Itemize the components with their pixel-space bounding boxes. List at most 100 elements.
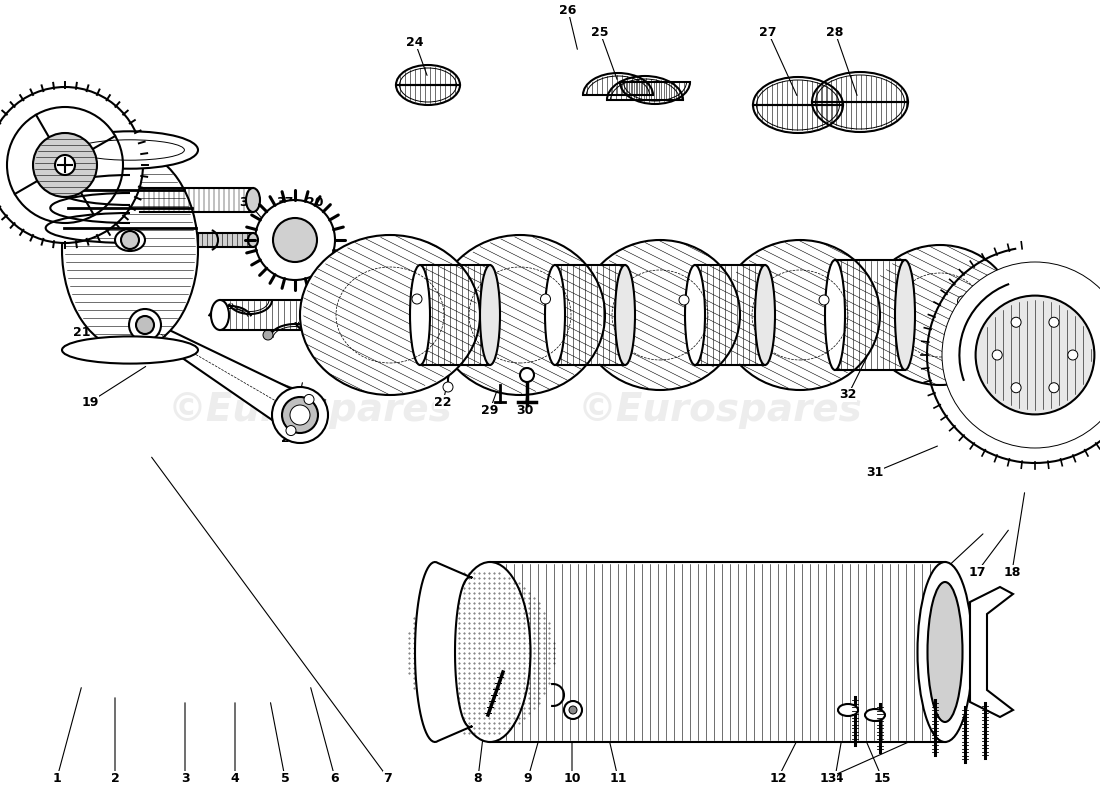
Ellipse shape (116, 229, 145, 251)
Text: 15: 15 (873, 771, 891, 785)
Text: 10: 10 (563, 771, 581, 785)
Circle shape (33, 133, 97, 197)
Circle shape (1049, 318, 1059, 327)
Circle shape (957, 296, 968, 306)
Ellipse shape (755, 265, 775, 365)
Bar (695, 265, 764, 365)
Text: 12: 12 (769, 771, 786, 785)
Ellipse shape (248, 233, 258, 247)
Text: 21: 21 (74, 326, 90, 338)
Ellipse shape (544, 265, 565, 365)
Text: 26: 26 (559, 3, 576, 17)
Text: ©Eurospares: ©Eurospares (167, 391, 452, 429)
Circle shape (443, 382, 453, 392)
Ellipse shape (434, 235, 605, 395)
Text: 27: 27 (759, 26, 777, 38)
Ellipse shape (685, 265, 705, 365)
Text: 33: 33 (20, 195, 36, 209)
Text: 34: 34 (64, 195, 80, 209)
Text: 13: 13 (820, 771, 837, 785)
Text: 19: 19 (81, 395, 99, 409)
Text: 23: 23 (282, 431, 299, 445)
Circle shape (976, 295, 1094, 414)
Ellipse shape (865, 245, 1015, 385)
Ellipse shape (346, 300, 364, 330)
Text: 31: 31 (867, 466, 883, 478)
Text: 30: 30 (516, 403, 534, 417)
Text: 17: 17 (968, 566, 986, 578)
Bar (556, 265, 625, 365)
Text: 5: 5 (280, 771, 289, 785)
Text: 36: 36 (240, 195, 256, 209)
Text: 24: 24 (406, 35, 424, 49)
Circle shape (679, 295, 689, 305)
Circle shape (255, 200, 336, 280)
Circle shape (412, 294, 422, 304)
Circle shape (286, 426, 296, 435)
Circle shape (0, 87, 143, 243)
Text: 29: 29 (482, 403, 498, 417)
Polygon shape (142, 320, 310, 432)
Ellipse shape (246, 188, 260, 212)
Text: 20: 20 (306, 195, 323, 209)
Ellipse shape (720, 240, 880, 390)
Text: 28: 28 (826, 26, 844, 38)
Text: 16: 16 (933, 566, 950, 578)
Circle shape (942, 262, 1100, 448)
Ellipse shape (480, 265, 501, 365)
Bar (420, 265, 490, 365)
Text: 1: 1 (53, 771, 62, 785)
Text: 22: 22 (434, 395, 452, 409)
Ellipse shape (62, 131, 198, 169)
Text: ©Eurospares: ©Eurospares (578, 391, 862, 429)
Circle shape (272, 387, 328, 443)
Ellipse shape (927, 582, 962, 722)
Circle shape (129, 309, 161, 341)
Ellipse shape (838, 704, 858, 716)
Text: 4: 4 (231, 771, 240, 785)
Ellipse shape (62, 150, 198, 350)
Ellipse shape (580, 240, 740, 390)
Text: 3: 3 (180, 771, 189, 785)
Ellipse shape (300, 235, 480, 395)
Circle shape (263, 330, 273, 340)
Ellipse shape (410, 265, 430, 365)
Text: 2: 2 (111, 771, 120, 785)
Circle shape (1011, 382, 1021, 393)
Text: 25: 25 (592, 26, 608, 38)
Text: 8: 8 (474, 771, 482, 785)
Circle shape (820, 295, 829, 305)
Ellipse shape (211, 300, 229, 330)
Circle shape (992, 350, 1002, 360)
Polygon shape (970, 587, 1013, 717)
Text: 37: 37 (276, 195, 294, 209)
Circle shape (520, 368, 534, 382)
Text: 14: 14 (826, 771, 844, 785)
Bar (835, 260, 905, 370)
Ellipse shape (865, 709, 886, 721)
Text: 11: 11 (609, 771, 627, 785)
Circle shape (121, 231, 139, 249)
Circle shape (1011, 318, 1021, 327)
Circle shape (540, 294, 550, 304)
Text: 6: 6 (331, 771, 339, 785)
Circle shape (1068, 350, 1078, 360)
Circle shape (273, 218, 317, 262)
Circle shape (136, 316, 154, 334)
Text: 32: 32 (839, 389, 857, 402)
Circle shape (7, 107, 123, 223)
Ellipse shape (62, 336, 198, 363)
Text: 9: 9 (524, 771, 532, 785)
Circle shape (304, 394, 313, 405)
Circle shape (564, 701, 582, 719)
Text: 18: 18 (1003, 566, 1021, 578)
Ellipse shape (615, 265, 635, 365)
Text: 7: 7 (384, 771, 393, 785)
Circle shape (569, 706, 578, 714)
Bar (490, 562, 945, 742)
Circle shape (290, 405, 310, 425)
Circle shape (282, 397, 318, 433)
Text: 35: 35 (109, 195, 126, 209)
Bar (198, 233, 253, 247)
Circle shape (1049, 382, 1059, 393)
